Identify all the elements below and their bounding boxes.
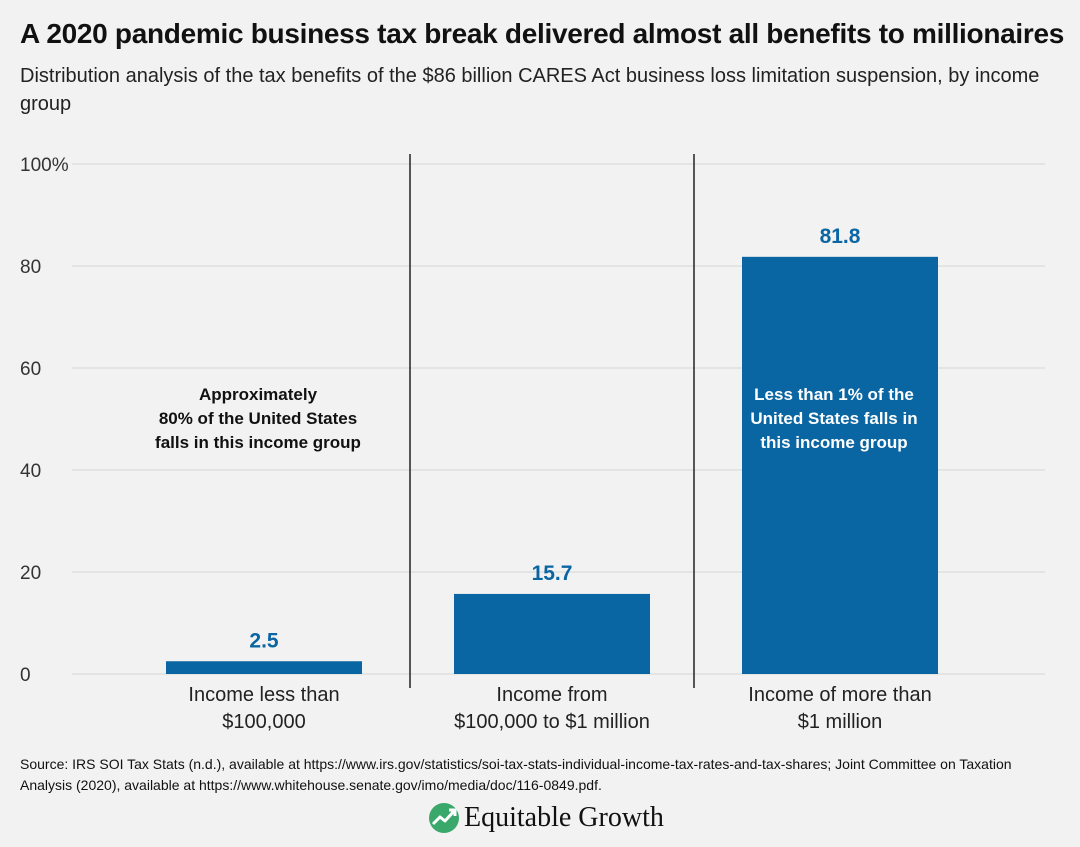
- bar: [454, 593, 650, 674]
- group-dividers: [409, 154, 695, 688]
- x-category-label: Income less than: [188, 684, 339, 706]
- y-tick-label: 100%: [20, 155, 69, 176]
- y-tick-label: 20: [20, 563, 41, 584]
- annotation-text: falls in this income group: [155, 433, 361, 452]
- bar-value-label: 81.8: [820, 225, 861, 248]
- y-tick-label: 0: [20, 665, 31, 686]
- x-category-label: $1 million: [798, 711, 882, 733]
- logo-text: Equitable Growth: [464, 802, 664, 833]
- labels: 0 20 40 60 80 100% 2.5 Income less than $100,000…: [20, 155, 932, 733]
- x-category-label: Income of more than: [748, 684, 931, 706]
- equitable-growth-logo: Equitable Growth: [428, 802, 664, 834]
- x-category-label: $100,000: [222, 711, 305, 733]
- chart-title: A 2020 pandemic business tax break deliv…: [20, 18, 1065, 49]
- bar-value-label: 2.5: [249, 629, 279, 652]
- source-note: Source: IRS SOI Tax Stats (n.d.), availa…: [20, 756, 1012, 793]
- bar: [742, 256, 938, 674]
- x-category-label: Income from: [496, 684, 607, 706]
- bar-chart: 0 20 40 60 80 100% 2.5 Income less than $100,000…: [20, 154, 1045, 733]
- bar-value-label: 15.7: [532, 562, 573, 585]
- annotation-text: Less than 1% of the: [754, 385, 914, 404]
- y-tick-label: 60: [20, 359, 41, 380]
- chart-subtitle: Distribution analysis of the tax benefit…: [20, 65, 1040, 115]
- bar: [166, 661, 362, 674]
- annotation-text: this income group: [760, 433, 907, 452]
- annotation-text: 80% of the United States: [159, 409, 357, 428]
- annotation-text: Approximately: [199, 385, 318, 404]
- bars: [166, 256, 938, 674]
- y-tick-label: 40: [20, 461, 41, 482]
- y-tick-label: 80: [20, 257, 41, 278]
- annotation-text: United States falls in: [750, 409, 917, 428]
- x-category-label: $100,000 to $1 million: [454, 711, 650, 733]
- growth-chart-logo-icon: [429, 803, 459, 833]
